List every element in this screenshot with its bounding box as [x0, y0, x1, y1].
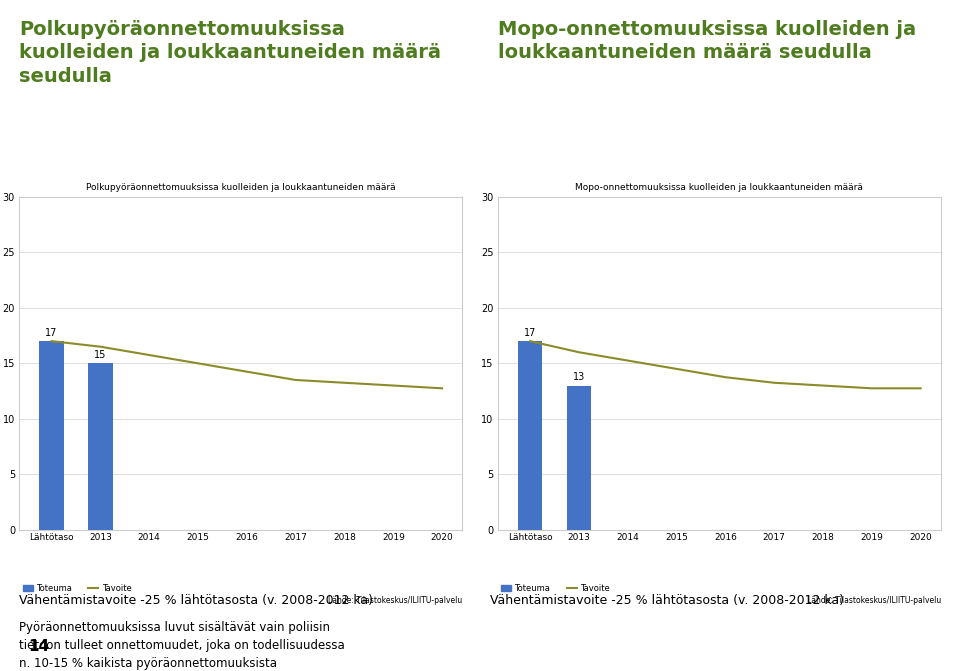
Polygon shape [19, 612, 336, 671]
Title: Mopo-onnettomuuksissa kuolleiden ja loukkaantuneiden määrä: Mopo-onnettomuuksissa kuolleiden ja louk… [575, 183, 863, 192]
Text: 14: 14 [29, 639, 50, 654]
Text: DESTRIA: DESTRIA [853, 640, 913, 654]
Text: Polkupyöräonnettomuuksissa
kuolleiden ja loukkaantuneiden määrä
seudulla: Polkupyöräonnettomuuksissa kuolleiden ja… [19, 20, 442, 86]
Bar [566, 386, 591, 530]
Text: Mopo-onnettomuuksissa kuolleiden ja
loukkaantuneiden määrä seudulla: Mopo-onnettomuuksissa kuolleiden ja louk… [497, 20, 916, 62]
Legend: Toteuma, Tavoite: Toteuma, Tavoite [497, 580, 613, 597]
Text: 17: 17 [524, 328, 537, 338]
Text: 13: 13 [573, 372, 585, 382]
Title: Polkupyöräonnettomuuksissa kuolleiden ja loukkaantuneiden määrä: Polkupyöräonnettomuuksissa kuolleiden ja… [86, 183, 396, 192]
Text: 17: 17 [45, 328, 58, 338]
Text: Lähde: Tilastokeskus/ILIITU-palvelu: Lähde: Tilastokeskus/ILIITU-palvelu [328, 597, 463, 605]
Text: Vähentämistavoite -25 % lähtötasosta (v. 2008-2012 ka): Vähentämistavoite -25 % lähtötasosta (v.… [19, 594, 373, 607]
Text: Pyöräonnettomuuksissa luvut sisältävät vain poliisin
tietoon tulleet onnettomuud: Pyöräonnettomuuksissa luvut sisältävät v… [19, 621, 345, 670]
Legend: Toteuma, Tavoite: Toteuma, Tavoite [19, 580, 134, 597]
Bar [517, 341, 542, 530]
Text: Lähde: Tilastokeskus/ILIITU-palvelu: Lähde: Tilastokeskus/ILIITU-palvelu [806, 597, 941, 605]
Bar [88, 363, 112, 530]
Bar [39, 341, 63, 530]
Text: Vähentämistavoite -25 % lähtötasosta (v. 2008-2012 ka): Vähentämistavoite -25 % lähtötasosta (v.… [490, 594, 844, 607]
Text: 15: 15 [94, 350, 107, 360]
